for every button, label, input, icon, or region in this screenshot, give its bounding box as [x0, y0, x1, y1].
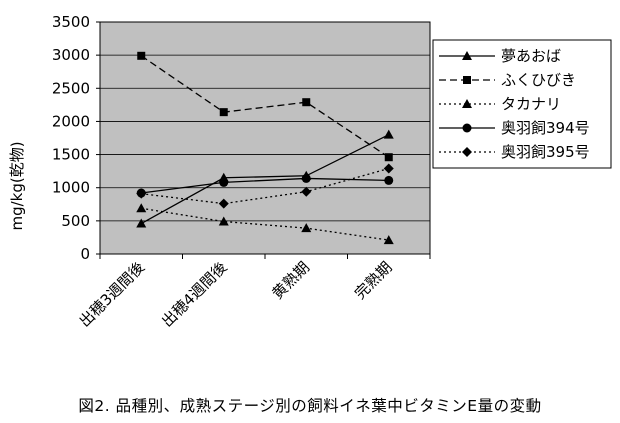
legend-marker	[462, 147, 472, 157]
x-tick-label: 黄熟期	[269, 258, 314, 303]
data-point	[136, 218, 147, 228]
legend-box	[432, 39, 612, 169]
y-tick-label: 2500	[52, 79, 90, 97]
y-tick-label: 1500	[52, 146, 90, 164]
y-axis-label: mg/kg(乾物)	[8, 141, 26, 230]
legend-label: 夢あおば	[501, 47, 561, 65]
x-tick-label: 完熟期	[351, 258, 396, 303]
legend-marker	[462, 99, 472, 108]
y-tick-label: 0	[80, 245, 90, 263]
y-tick-label: 1000	[52, 179, 90, 197]
series-line-5	[141, 167, 389, 205]
y-tick-label: 3500	[52, 13, 90, 31]
data-point	[136, 188, 147, 199]
legend-label: 奥羽飼394号	[501, 119, 590, 137]
legend-label: タカナリ	[501, 95, 561, 113]
y-tick-label: 500	[61, 212, 90, 230]
data-point	[136, 203, 147, 213]
legend-marker	[463, 76, 471, 84]
x-tick-label: 出穂4週間後	[158, 258, 231, 331]
legend-marker	[462, 123, 472, 133]
data-point	[219, 177, 229, 187]
data-point	[218, 198, 229, 209]
data-point	[383, 129, 394, 139]
data-point	[383, 163, 394, 174]
y-tick-label: 3000	[52, 46, 90, 64]
data-point	[301, 223, 312, 233]
series-line-1	[140, 134, 390, 225]
figure-caption: 図2. 品種別、成熟ステージ別の飼料イネ葉中ビタミンE量の変動	[78, 397, 542, 415]
data-point	[383, 235, 394, 245]
data-point	[301, 173, 311, 183]
series-line-4	[141, 177, 389, 194]
data-point	[384, 175, 394, 185]
data-point	[137, 51, 146, 60]
legend-label: ふくひびき	[501, 71, 576, 89]
data-point	[219, 108, 228, 117]
series-line-3	[141, 207, 389, 241]
legend-marker	[462, 51, 472, 60]
y-tick-label: 2000	[52, 112, 90, 130]
data-point	[218, 216, 229, 226]
x-tick-label: 出穂3週間後	[76, 258, 149, 331]
plot-area: 0 500 1000 1500 2000 2500 3000 3500 出穂3週間後 出穂4週間後…	[52, 13, 431, 331]
data-point	[302, 98, 311, 107]
data-point	[301, 186, 312, 197]
series-line-2	[140, 55, 390, 158]
data-point	[384, 153, 393, 162]
legend-label: 奥羽飼395号	[501, 143, 590, 161]
